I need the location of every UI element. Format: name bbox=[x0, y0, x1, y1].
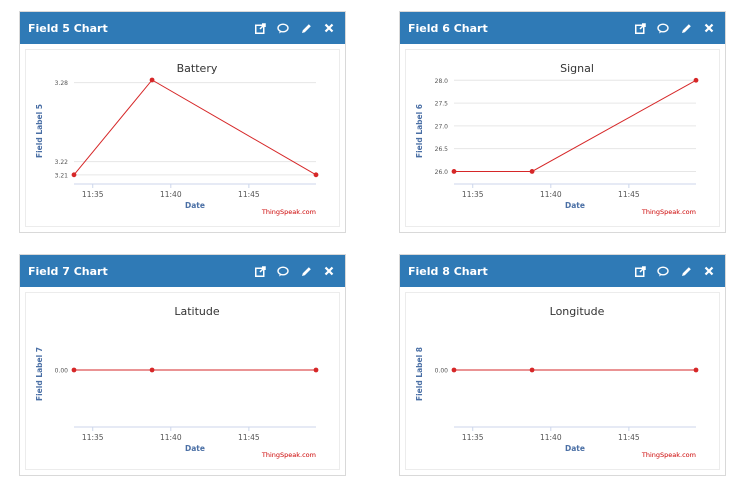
y-tick-label: 3.22 bbox=[55, 159, 69, 166]
x-tick-label: 11:35 bbox=[82, 190, 104, 199]
chart-title: Longitude bbox=[550, 305, 605, 318]
y-tick-label: 0.00 bbox=[55, 368, 69, 375]
data-point bbox=[529, 169, 535, 174]
close-icon[interactable] bbox=[321, 20, 337, 36]
data-point bbox=[313, 172, 319, 178]
widget-header: Field 7 Chart bbox=[20, 255, 345, 287]
comment-icon[interactable] bbox=[655, 263, 671, 279]
line-chart: Longitude 0.00 11:35 11:40 11:45 Date Field La… bbox=[415, 305, 699, 459]
y-tick-label: 3.21 bbox=[55, 172, 69, 179]
x-tick-label: 11:35 bbox=[462, 433, 484, 442]
close-icon[interactable] bbox=[701, 263, 717, 279]
comment-icon[interactable] bbox=[275, 20, 291, 36]
data-point bbox=[529, 367, 535, 373]
data-point bbox=[149, 77, 155, 83]
line-chart: Signal 26.0 26.5 27.0 27.5 28.0 11:35 11:40 11:4… bbox=[415, 62, 699, 216]
field-8-chart-widget: Field 8 Chart Longitude 0.00 11:35 11:40 11:… bbox=[399, 254, 726, 476]
data-point bbox=[149, 367, 155, 373]
y-tick-label: 26.5 bbox=[435, 146, 449, 153]
chart-title: Latitude bbox=[174, 305, 220, 318]
widget-body: Battery 3.21 3.22 3.28 11:35 11:40 11:45 Date Fi… bbox=[20, 44, 345, 232]
y-axis-label: Field Label 8 bbox=[415, 347, 424, 401]
x-tick-label: 11:35 bbox=[82, 433, 104, 442]
widget-header: Field 5 Chart bbox=[20, 12, 345, 44]
external-link-icon[interactable] bbox=[632, 263, 648, 279]
line-chart: Latitude 0.00 11:35 11:40 11:45 Date Field Lab… bbox=[35, 305, 319, 459]
field-7-chart-widget: Field 7 Chart Latitude 0.00 11:35 11:40 11:4… bbox=[19, 254, 346, 476]
comment-icon[interactable] bbox=[275, 263, 291, 279]
data-point bbox=[451, 169, 457, 174]
widget-title: Field 8 Chart bbox=[408, 264, 488, 278]
pencil-icon[interactable] bbox=[678, 263, 694, 279]
x-tick-label: 11:45 bbox=[618, 190, 640, 199]
data-point bbox=[451, 367, 457, 373]
external-link-icon[interactable] bbox=[632, 20, 648, 36]
widget-body: Signal 26.0 26.5 27.0 27.5 28.0 11:35 11:40 11:4… bbox=[400, 44, 725, 232]
chart-area: Signal 26.0 26.5 27.0 27.5 28.0 11:35 11:40 11:4… bbox=[405, 49, 720, 227]
widget-title: Field 7 Chart bbox=[28, 264, 108, 278]
x-axis-label: Date bbox=[565, 444, 585, 453]
field-5-chart-widget: Field 5 Chart Battery 3.21 3.22 3.28 11:35 11… bbox=[19, 11, 346, 233]
chart-title: Battery bbox=[177, 62, 218, 75]
chart-title: Signal bbox=[560, 62, 594, 75]
widget-title: Field 5 Chart bbox=[28, 21, 108, 35]
external-link-icon[interactable] bbox=[252, 263, 268, 279]
x-tick-label: 11:40 bbox=[540, 190, 562, 199]
x-tick-label: 11:45 bbox=[238, 190, 260, 199]
x-tick-label: 11:40 bbox=[160, 433, 182, 442]
field-6-chart-widget: Field 6 Chart Signal 26.0 26.5 27.0 27.5 28.0… bbox=[399, 11, 726, 233]
widget-body: Latitude 0.00 11:35 11:40 11:45 Date Field Lab… bbox=[20, 287, 345, 475]
widget-toolbar bbox=[632, 263, 717, 279]
x-axis-label: Date bbox=[185, 444, 205, 453]
widget-body: Longitude 0.00 11:35 11:40 11:45 Date Field La… bbox=[400, 287, 725, 475]
data-point bbox=[693, 77, 699, 83]
data-point bbox=[71, 367, 77, 373]
comment-icon[interactable] bbox=[655, 20, 671, 36]
y-tick-label: 27.0 bbox=[435, 123, 449, 130]
line-chart: Battery 3.21 3.22 3.28 11:35 11:40 11:45 Date Fi… bbox=[35, 62, 319, 216]
pencil-icon[interactable] bbox=[298, 20, 314, 36]
x-axis-label: Date bbox=[185, 201, 205, 210]
widget-toolbar bbox=[632, 20, 717, 36]
y-axis-label: Field Label 5 bbox=[35, 104, 44, 158]
data-point bbox=[71, 172, 77, 178]
chart-credit: ThingSpeak.com bbox=[641, 451, 696, 459]
y-tick-label: 3.28 bbox=[55, 80, 69, 87]
close-icon[interactable] bbox=[701, 20, 717, 36]
pencil-icon[interactable] bbox=[298, 263, 314, 279]
y-tick-label: 27.5 bbox=[435, 101, 449, 108]
x-tick-label: 11:40 bbox=[540, 433, 562, 442]
y-axis-label: Field Label 6 bbox=[415, 104, 424, 158]
y-tick-label: 28.0 bbox=[435, 78, 449, 85]
x-tick-label: 11:45 bbox=[238, 433, 260, 442]
data-point bbox=[693, 367, 699, 373]
chart-area: Battery 3.21 3.22 3.28 11:35 11:40 11:45 Date Fi… bbox=[25, 49, 340, 227]
widget-title: Field 6 Chart bbox=[408, 21, 488, 35]
pencil-icon[interactable] bbox=[678, 20, 694, 36]
widget-header: Field 8 Chart bbox=[400, 255, 725, 287]
widget-toolbar bbox=[252, 20, 337, 36]
x-axis-label: Date bbox=[565, 201, 585, 210]
series-line bbox=[73, 79, 317, 176]
widget-toolbar bbox=[252, 263, 337, 279]
data-point bbox=[313, 367, 319, 373]
chart-area: Longitude 0.00 11:35 11:40 11:45 Date Field La… bbox=[405, 292, 720, 470]
x-tick-label: 11:45 bbox=[618, 433, 640, 442]
chart-credit: ThingSpeak.com bbox=[261, 451, 316, 459]
y-tick-label: 0.00 bbox=[435, 368, 449, 375]
x-tick-label: 11:40 bbox=[160, 190, 182, 199]
x-tick-label: 11:35 bbox=[462, 190, 484, 199]
chart-credit: ThingSpeak.com bbox=[641, 208, 696, 216]
y-tick-label: 26.0 bbox=[435, 169, 449, 176]
external-link-icon[interactable] bbox=[252, 20, 268, 36]
y-axis-label: Field Label 7 bbox=[35, 347, 44, 401]
close-icon[interactable] bbox=[321, 263, 337, 279]
widget-header: Field 6 Chart bbox=[400, 12, 725, 44]
chart-area: Latitude 0.00 11:35 11:40 11:45 Date Field Lab… bbox=[25, 292, 340, 470]
chart-credit: ThingSpeak.com bbox=[261, 208, 316, 216]
